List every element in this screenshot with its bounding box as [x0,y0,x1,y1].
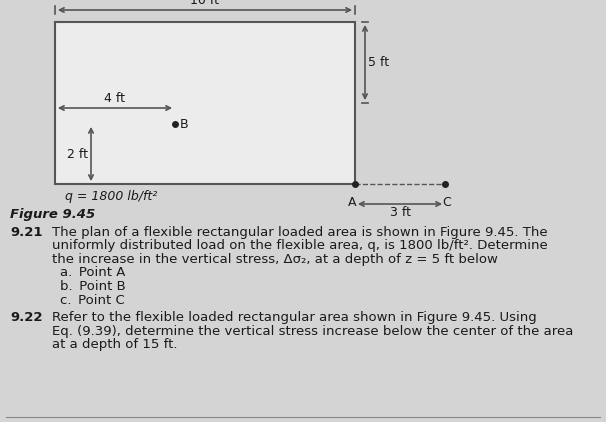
Text: a. Point A: a. Point A [60,267,125,279]
Text: 2 ft: 2 ft [67,148,88,160]
Text: The plan of a flexible rectangular loaded area is shown in Figure 9.45. The: The plan of a flexible rectangular loade… [52,226,548,239]
Text: 3 ft: 3 ft [390,206,410,219]
Text: 10 ft: 10 ft [190,0,219,7]
Text: Figure 9.45: Figure 9.45 [10,208,95,221]
Text: B: B [180,117,188,130]
Text: b. Point B: b. Point B [60,280,126,293]
Text: c. Point C: c. Point C [60,293,125,306]
Text: Eq. (9.39), determine the vertical stress increase below the center of the area: Eq. (9.39), determine the vertical stres… [52,325,573,338]
Text: the increase in the vertical stress, Δσ₂, at a depth of z = 5 ft below: the increase in the vertical stress, Δσ₂… [52,253,498,266]
Text: C: C [442,196,451,209]
Text: Refer to the flexible loaded rectangular area shown in Figure 9.45. Using: Refer to the flexible loaded rectangular… [52,311,537,324]
Text: uniformly distributed load on the flexible area, q, is 1800 lb/ft². Determine: uniformly distributed load on the flexib… [52,240,548,252]
Text: 9.22: 9.22 [10,311,42,324]
Bar [55,22,355,184]
Text: 5 ft: 5 ft [368,56,389,69]
Text: q = 1800 lb/ft²: q = 1800 lb/ft² [65,190,157,203]
Text: A: A [348,196,356,209]
Text: 4 ft: 4 ft [104,92,125,105]
Text: at a depth of 15 ft.: at a depth of 15 ft. [52,338,178,351]
Text: 9.21: 9.21 [10,226,42,239]
